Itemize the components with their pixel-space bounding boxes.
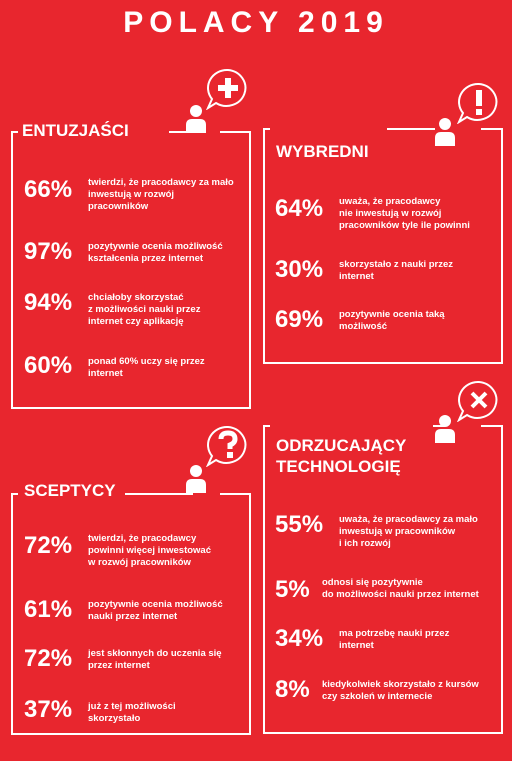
question-icon <box>206 425 247 467</box>
stat-percent: 30% <box>275 256 324 283</box>
exclamation-icon <box>457 82 498 124</box>
group-wybredni-frame <box>263 128 503 364</box>
stat-description: jest skłonnych do uczenia się przez inter… <box>88 648 222 671</box>
group-title: ODRZUCAJĄCY TECHNOLOGIĘ <box>276 436 407 476</box>
stat-description: ma potrzebę nauki przez internet <box>339 628 450 651</box>
stat-percent: 72% <box>24 645 73 672</box>
page-title: POLACY 2019 <box>123 6 389 39</box>
group-odrzucajacy-frame <box>263 425 503 734</box>
stat-description: uważa, że pracodawcy nie inwestują w rozw… <box>339 196 470 231</box>
stat-description: pozytywnie ocenia możliwość kształcenia p… <box>88 241 223 264</box>
stat-percent: 60% <box>24 352 73 379</box>
stat-description: skorzystało z nauki przez internet <box>339 259 454 282</box>
group-title: SCEPTYCY <box>24 481 116 500</box>
group-entuzjasci-frame <box>11 131 251 409</box>
stat-percent: 64% <box>275 195 324 222</box>
group-title: ENTUZJAŚCI <box>22 121 129 140</box>
stat-description: twierdzi, że pracodawcy powinni więcej in… <box>88 533 211 568</box>
stat-percent: 97% <box>24 238 73 265</box>
person-icon <box>186 465 206 493</box>
stat-description: kiedykolwiek skorzystało z kursów czy szk… <box>322 679 479 702</box>
group-sceptycy-frame <box>11 493 251 735</box>
stat-percent: 94% <box>24 289 73 316</box>
person-icon <box>435 415 455 443</box>
person-icon <box>186 105 206 133</box>
stat-percent: 8% <box>275 676 310 703</box>
stat-percent: 55% <box>275 511 324 538</box>
stat-description: odnosi się pozytywnie do możliwości nauki… <box>322 577 479 600</box>
person-icon <box>435 118 455 146</box>
stat-percent: 72% <box>24 532 73 559</box>
stat-description: pozytywnie ocenia możliwość nauki przez i… <box>88 599 223 622</box>
cross-icon <box>457 380 498 422</box>
stat-description: chciałoby skorzystać z możliwości nauki p… <box>88 292 201 327</box>
stat-description: uważa, że pracodawcy za mało inwestują w … <box>339 514 478 549</box>
stat-description: już z tej możliwości skorzystało <box>88 701 176 724</box>
stat-percent: 5% <box>275 576 310 603</box>
stat-percent: 34% <box>275 625 324 652</box>
stat-description: twierdzi, że pracodawcy za mało inwestują… <box>88 177 234 212</box>
group-title: WYBREDNI <box>276 142 369 161</box>
stat-percent: 61% <box>24 596 73 623</box>
stat-description: pozytywnie ocenia taką możliwość <box>339 309 445 332</box>
plus-icon <box>206 68 247 110</box>
stat-description: ponad 60% uczy się przez internet <box>88 356 205 379</box>
stat-percent: 69% <box>275 306 324 333</box>
stat-percent: 66% <box>24 176 73 203</box>
stat-percent: 37% <box>24 696 73 723</box>
